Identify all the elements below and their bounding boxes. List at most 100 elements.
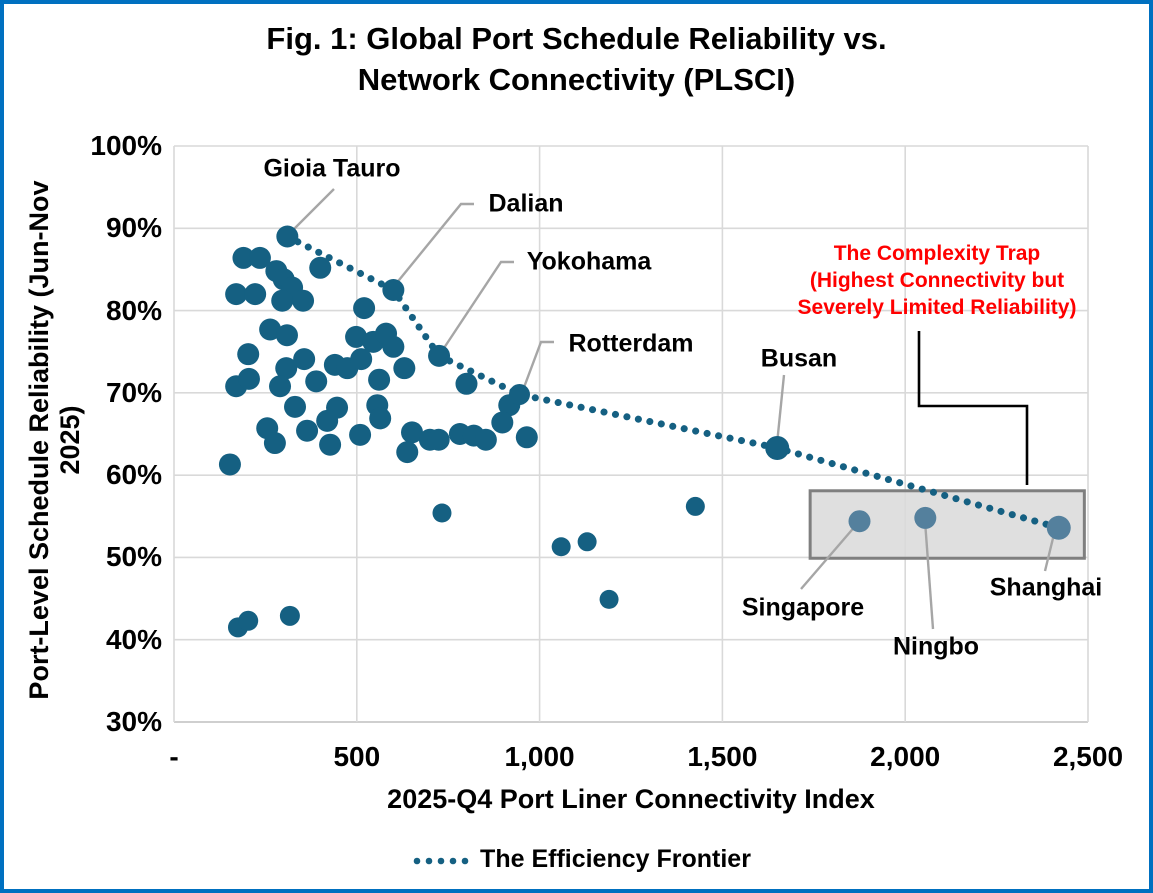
x-tick-label: 2,500 bbox=[1052, 741, 1124, 772]
data-point bbox=[259, 318, 282, 341]
complexity-trap-line2: (Highest Connectivity but bbox=[809, 269, 1065, 292]
data-point bbox=[232, 246, 255, 269]
leader-line bbox=[923, 520, 935, 630]
chart-title-line2: Network Connectivity (PLSCI) bbox=[357, 62, 796, 97]
data-point bbox=[432, 503, 452, 523]
leader-line bbox=[800, 523, 858, 590]
legend-frontier-label: The Efficiency Frontier bbox=[480, 845, 751, 873]
x-tick-label: 2,000 bbox=[870, 741, 941, 772]
data-point-dalian bbox=[382, 279, 405, 301]
data-point-busan bbox=[765, 435, 790, 460]
data-point-ningbo bbox=[914, 506, 937, 529]
data-point bbox=[474, 428, 497, 451]
data-point-singapore bbox=[848, 510, 871, 533]
data-point bbox=[218, 453, 241, 476]
data-point bbox=[275, 357, 298, 380]
frontier-dotted-line-icon bbox=[413, 857, 469, 864]
data-point bbox=[275, 324, 298, 347]
data-point bbox=[353, 297, 376, 320]
complexity-trap-bracket bbox=[917, 331, 1029, 485]
port-label-busan: Busan bbox=[760, 344, 838, 373]
chart-title-line1: Fig. 1: Global Port Schedule Reliability… bbox=[266, 21, 887, 56]
y-tick-label: 40% bbox=[105, 623, 162, 655]
data-point bbox=[393, 357, 416, 380]
x-tick-label: 1,000 bbox=[504, 741, 575, 772]
scatter-plot bbox=[173, 145, 1089, 723]
data-point bbox=[369, 407, 392, 430]
data-point-gioia-tauro bbox=[276, 225, 299, 248]
port-label-yokohama: Yokohama bbox=[526, 247, 652, 276]
data-point bbox=[284, 395, 307, 418]
data-point bbox=[396, 441, 419, 464]
port-label-singapore: Singapore bbox=[741, 593, 865, 622]
y-tick-label: 90% bbox=[105, 212, 162, 244]
y-tick-label: 100% bbox=[90, 130, 162, 161]
complexity-trap-line3: Severely Limited Reliability) bbox=[797, 296, 1077, 319]
port-label-dalian: Dalian bbox=[488, 189, 564, 218]
data-point bbox=[279, 605, 300, 626]
legend-dot bbox=[461, 857, 469, 864]
data-point bbox=[599, 589, 619, 609]
x-tick-label: - bbox=[169, 741, 179, 772]
x-axis-title: 2025-Q4 Port Liner Connectivity Index bbox=[387, 784, 875, 814]
data-point bbox=[455, 372, 478, 395]
data-point bbox=[238, 610, 259, 631]
legend-dot bbox=[425, 857, 433, 864]
leader-line bbox=[775, 374, 786, 445]
data-point bbox=[296, 419, 319, 442]
data-point-rotterdam bbox=[508, 384, 530, 406]
y-tick-label: 80% bbox=[105, 294, 162, 326]
y-tick-label: 60% bbox=[105, 459, 162, 491]
legend-dot bbox=[413, 857, 421, 864]
x-tick-label: 500 bbox=[333, 741, 381, 772]
legend: The Efficiency Frontier bbox=[4, 845, 1149, 874]
leader-line bbox=[521, 340, 554, 391]
complexity-trap-line1: The Complexity Trap bbox=[833, 242, 1041, 265]
data-point bbox=[577, 532, 597, 552]
port-label-shanghai: Shanghai bbox=[989, 573, 1103, 602]
data-point bbox=[551, 537, 571, 557]
leader-line bbox=[291, 188, 335, 232]
x-tick-label: 1,500 bbox=[687, 741, 758, 772]
port-label-ningbo: Ningbo bbox=[892, 632, 980, 661]
data-point bbox=[244, 283, 267, 306]
data-point bbox=[427, 428, 450, 451]
data-point bbox=[309, 256, 332, 279]
data-point bbox=[305, 370, 328, 393]
y-axis-title: Port-Level Schedule Reliability (Jun-Nov… bbox=[24, 180, 85, 700]
chart-title: Fig. 1: Global Port Schedule Reliability… bbox=[4, 18, 1149, 100]
data-point bbox=[685, 496, 705, 516]
data-point bbox=[345, 325, 368, 348]
data-point bbox=[237, 343, 260, 366]
data-point bbox=[316, 409, 339, 432]
leader-line bbox=[394, 202, 474, 286]
leader-line bbox=[440, 260, 514, 352]
efficiency-frontier-line bbox=[283, 233, 1063, 532]
data-point bbox=[368, 368, 391, 391]
complexity-trap-note: The Complexity Trap (Highest Connectivit… bbox=[798, 240, 1077, 321]
data-point-yokohama bbox=[428, 344, 451, 367]
data-point bbox=[248, 246, 271, 269]
data-point bbox=[263, 432, 286, 455]
legend-dot bbox=[449, 857, 457, 864]
data-point bbox=[269, 375, 292, 398]
data-point bbox=[237, 367, 260, 390]
data-point bbox=[491, 411, 514, 434]
data-point bbox=[349, 423, 372, 446]
data-point bbox=[401, 421, 424, 444]
y-tick-label: 70% bbox=[105, 376, 162, 408]
data-point bbox=[292, 289, 315, 312]
y-tick-label: 50% bbox=[105, 541, 162, 573]
data-point bbox=[225, 283, 248, 306]
data-point bbox=[515, 426, 538, 449]
data-point bbox=[293, 348, 316, 371]
data-point bbox=[350, 348, 373, 371]
y-tick-label: 30% bbox=[105, 706, 162, 737]
data-point bbox=[382, 335, 405, 358]
data-point bbox=[271, 289, 294, 312]
data-point bbox=[319, 433, 342, 456]
port-label-gioia-tauro: Gioia Tauro bbox=[263, 154, 401, 183]
data-point-shanghai bbox=[1046, 515, 1071, 540]
legend-dot bbox=[437, 857, 445, 864]
